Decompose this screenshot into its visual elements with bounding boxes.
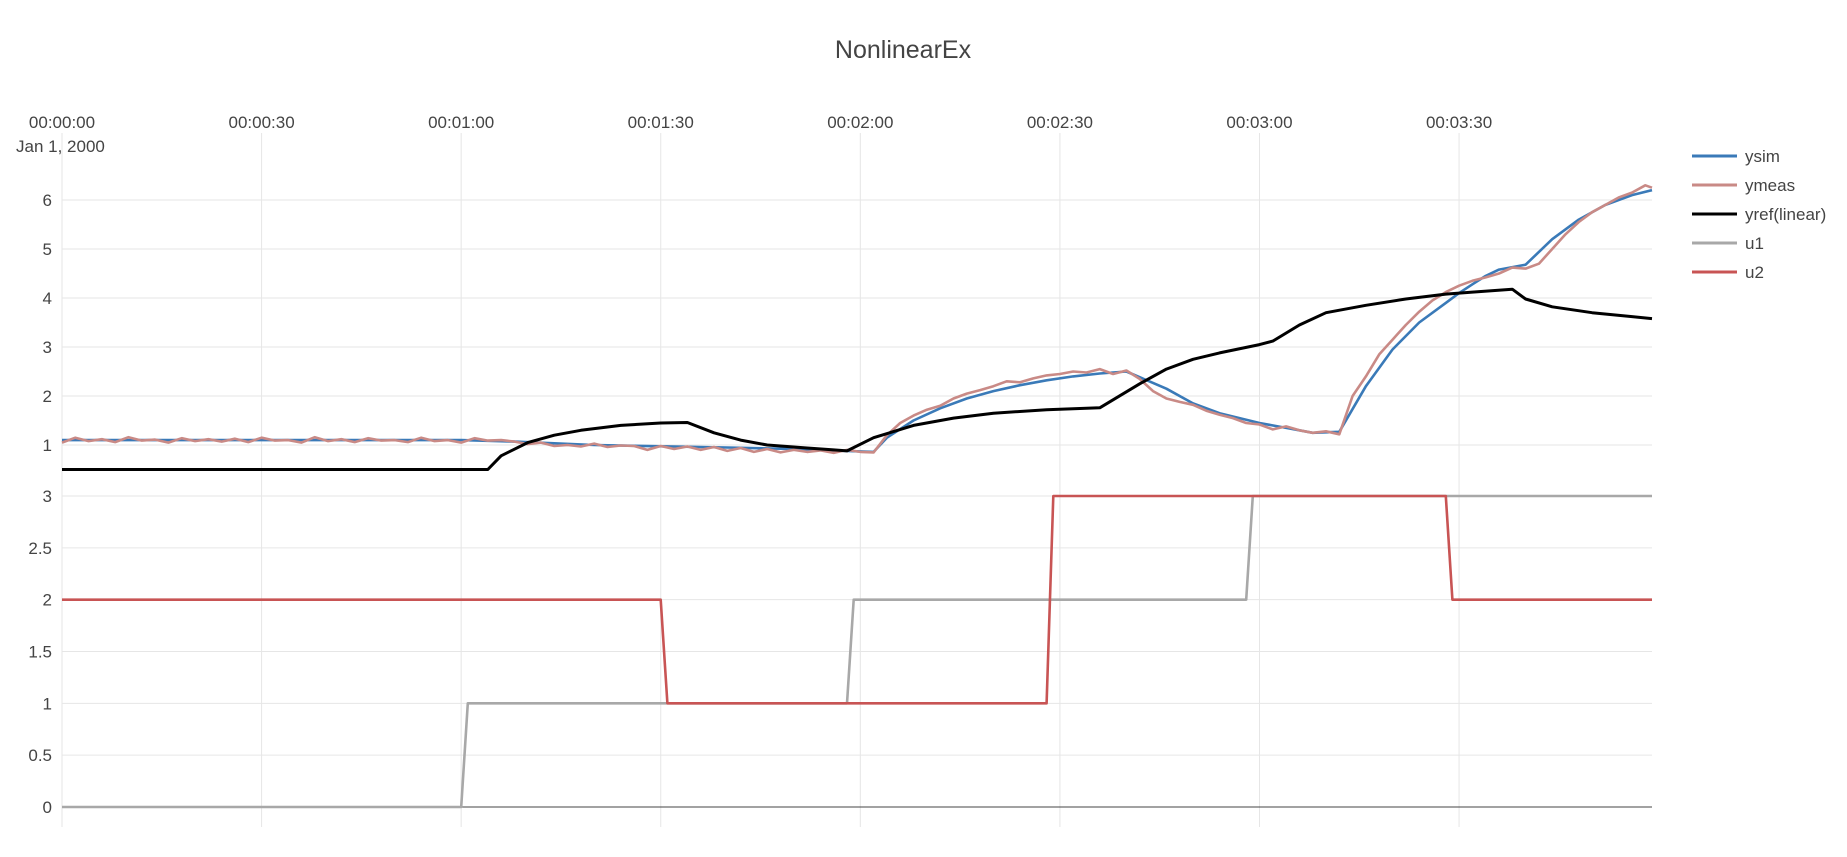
x-tick-label: 00:03:30 [1426, 113, 1492, 132]
legend-label: ymeas [1745, 176, 1795, 195]
y-tick-label: 0 [43, 798, 52, 817]
x-tick-label: 00:02:00 [827, 113, 893, 132]
legend-item[interactable]: ysim [1692, 147, 1780, 166]
legend-label: u1 [1745, 234, 1764, 253]
x-tick-label: 00:02:30 [1027, 113, 1093, 132]
y-tick-label: 1 [43, 694, 52, 713]
y-tick-label: 4 [43, 289, 52, 308]
x-tick-label: 00:03:00 [1226, 113, 1292, 132]
y-tick-label: 2 [43, 387, 52, 406]
y-tick-label: 3 [43, 338, 52, 357]
series-line-ysim [62, 188, 1653, 454]
y-tick-label: 3 [43, 487, 52, 506]
legend-item[interactable]: u2 [1692, 263, 1764, 282]
legend-item[interactable]: yref(linear) [1692, 205, 1826, 224]
x-tick-label: 00:00:00 [29, 113, 95, 132]
legend-item[interactable]: ymeas [1692, 176, 1795, 195]
legend-label: u2 [1745, 263, 1764, 282]
series-line-u2 [62, 494, 1652, 705]
y-tick-label: 1.5 [28, 643, 52, 662]
legend[interactable]: ysim ymeas yref(linear) u1 u2 [1692, 147, 1826, 282]
x-tick-label: 00:00:30 [228, 113, 294, 132]
y-tick-label: 6 [43, 191, 52, 210]
x-tick-label: 00:01:30 [628, 113, 694, 132]
y-tick-label: 0.5 [28, 746, 52, 765]
series-line-u1 [62, 494, 1652, 809]
x-tick-label: 00:01:00 [428, 113, 494, 132]
y-tick-label: 2.5 [28, 539, 52, 558]
series-layer [61, 184, 1653, 809]
y-tick-label: 2 [43, 591, 52, 610]
grid-layer [61, 133, 1652, 827]
series-line-ymeas [61, 184, 1653, 455]
y-tick-label: 1 [43, 436, 52, 455]
legend-label: yref(linear) [1745, 205, 1826, 224]
chart-title: NonlinearEx [835, 36, 972, 64]
y-axes: 1 2 3 4 5 6 0 0.5 1 1.5 2 2.5 3 [28, 191, 52, 817]
legend-label: ysim [1745, 147, 1780, 166]
series-line-yref-linear [62, 287, 1653, 471]
x-axis: 00:00:00 00:00:30 00:01:00 00:01:30 00:02:00… [29, 113, 1492, 132]
x-date-label: Jan 1, 2000 [16, 137, 105, 156]
y-tick-label: 5 [43, 240, 52, 259]
legend-item[interactable]: u1 [1692, 234, 1764, 253]
